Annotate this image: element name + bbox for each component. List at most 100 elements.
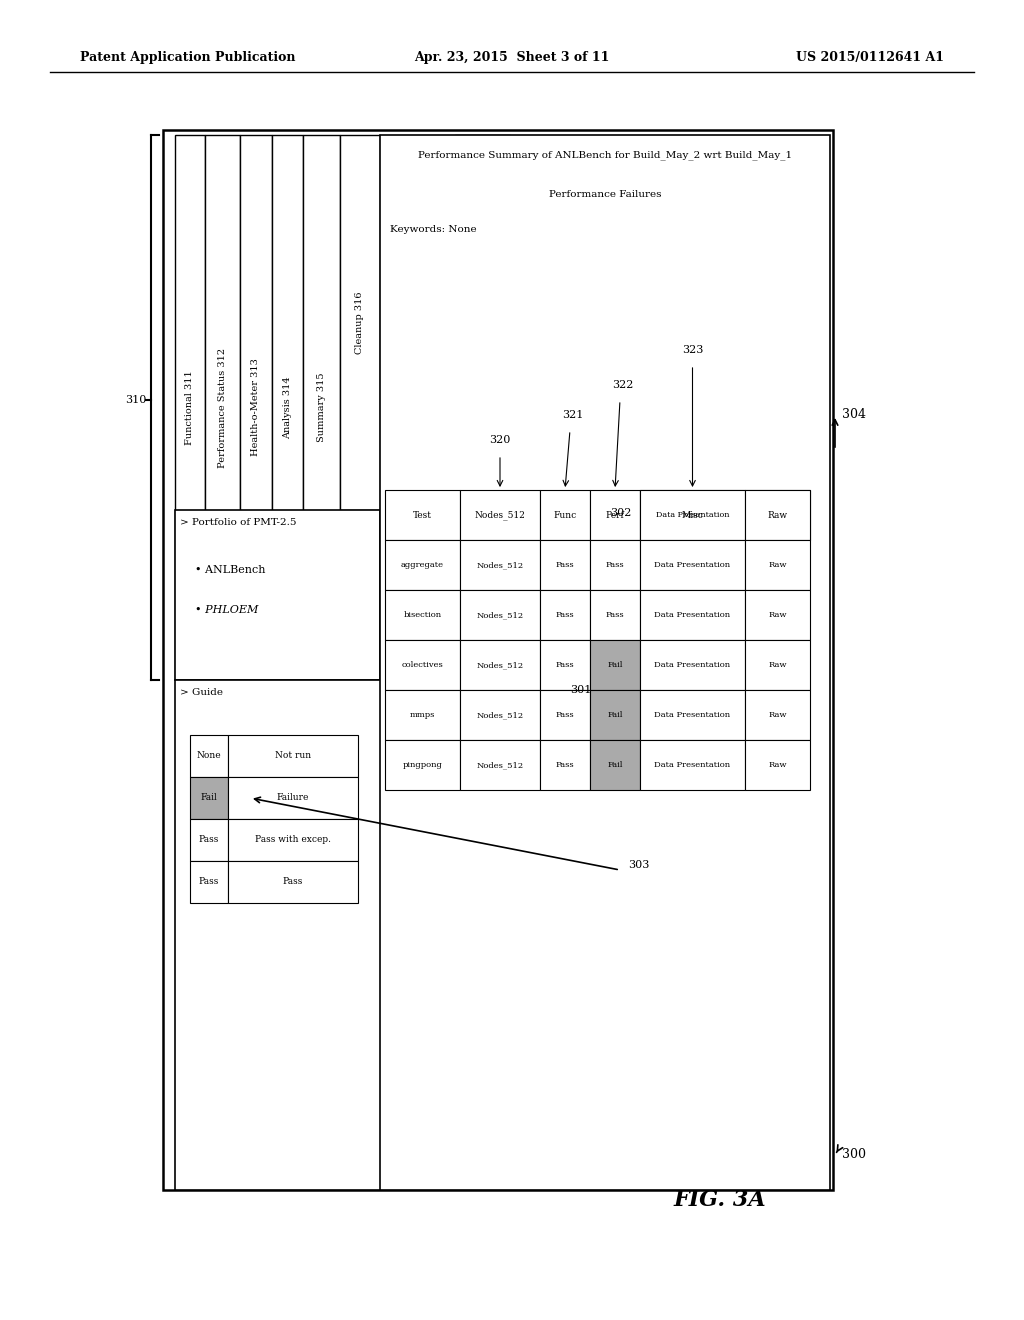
Text: Fail: Fail — [201, 793, 217, 803]
Text: Pass: Pass — [283, 878, 303, 887]
Text: Functional 311: Functional 311 — [185, 370, 195, 445]
Text: Keywords: None: Keywords: None — [390, 224, 476, 234]
Bar — [228, 861, 358, 903]
Bar — [540, 540, 590, 590]
Bar — [460, 640, 540, 690]
Text: 302: 302 — [610, 508, 632, 517]
Bar — [240, 135, 272, 680]
Bar — [228, 777, 358, 818]
Text: Pass: Pass — [556, 762, 574, 770]
Text: Test: Test — [413, 511, 432, 520]
Bar — [228, 818, 358, 861]
Bar — [540, 690, 590, 741]
Text: None: None — [197, 751, 221, 760]
Text: Pass with excep.: Pass with excep. — [255, 836, 331, 845]
Text: Data Presentation: Data Presentation — [655, 511, 729, 519]
Bar — [385, 741, 460, 789]
Text: mmps: mmps — [410, 711, 435, 719]
Text: 322: 322 — [612, 380, 634, 389]
Text: Data Presentation: Data Presentation — [654, 661, 730, 669]
Bar — [590, 640, 640, 690]
Text: • PHLOEM: • PHLOEM — [195, 605, 258, 615]
Bar — [590, 590, 640, 640]
Text: Nodes_512: Nodes_512 — [474, 510, 525, 520]
Bar — [385, 590, 460, 640]
Text: Pass: Pass — [199, 836, 219, 845]
Text: 323: 323 — [682, 345, 703, 355]
Bar — [303, 135, 340, 680]
Text: Nodes_512: Nodes_512 — [476, 611, 523, 619]
Bar — [460, 590, 540, 640]
Bar — [745, 690, 810, 741]
Bar — [745, 490, 810, 540]
Text: Summary 315: Summary 315 — [317, 372, 326, 442]
Bar — [640, 590, 745, 640]
Text: Apr. 23, 2015  Sheet 3 of 11: Apr. 23, 2015 Sheet 3 of 11 — [415, 51, 609, 65]
Text: Health-o-Meter 313: Health-o-Meter 313 — [252, 359, 260, 457]
Bar — [540, 490, 590, 540]
Text: Pass: Pass — [605, 611, 625, 619]
Bar — [385, 640, 460, 690]
Bar — [455, 135, 510, 224]
Text: Misc: Misc — [682, 511, 703, 520]
Bar — [640, 490, 745, 540]
Bar — [590, 741, 640, 789]
Text: Nodes_512: Nodes_512 — [476, 711, 523, 719]
Bar — [175, 680, 565, 1191]
Text: 301: 301 — [570, 685, 592, 696]
Text: Raw: Raw — [768, 611, 786, 619]
Bar — [745, 741, 810, 789]
Bar — [272, 135, 303, 680]
Bar — [640, 741, 745, 789]
Text: 303: 303 — [628, 861, 649, 870]
Bar — [590, 690, 640, 741]
Text: 310: 310 — [125, 395, 146, 405]
Text: Nodes_512: Nodes_512 — [476, 561, 523, 569]
Text: Data Presentation: Data Presentation — [654, 561, 730, 569]
Text: 321: 321 — [562, 411, 584, 420]
Bar — [640, 690, 745, 741]
Bar — [340, 135, 380, 510]
Text: colectives: colectives — [401, 661, 443, 669]
Text: Performance Failures: Performance Failures — [549, 190, 662, 199]
Bar — [640, 640, 745, 690]
Bar — [228, 735, 358, 777]
Text: Analysis 314: Analysis 314 — [283, 376, 292, 438]
Text: Raw: Raw — [768, 762, 786, 770]
Text: Failure: Failure — [276, 793, 309, 803]
Bar — [385, 690, 460, 741]
Bar — [745, 640, 810, 690]
Text: Data Presentation: Data Presentation — [654, 711, 730, 719]
Bar — [190, 777, 228, 818]
Bar — [163, 129, 833, 1191]
Text: Raw: Raw — [768, 711, 786, 719]
Text: Not run: Not run — [274, 751, 311, 760]
Text: FIG. 3A: FIG. 3A — [674, 1189, 766, 1210]
Text: 304: 304 — [842, 408, 866, 421]
Text: Nodes_512: Nodes_512 — [476, 762, 523, 770]
Bar — [540, 741, 590, 789]
Text: Func: Func — [553, 511, 577, 520]
Text: Pass: Pass — [556, 611, 574, 619]
Text: Pass: Pass — [556, 711, 574, 719]
Bar — [205, 135, 240, 680]
Bar — [385, 490, 460, 540]
Bar — [175, 510, 380, 680]
Bar — [540, 640, 590, 690]
Bar — [460, 540, 540, 590]
Bar — [460, 741, 540, 789]
Bar — [460, 690, 540, 741]
Bar — [590, 540, 640, 590]
Text: aggregate: aggregate — [401, 561, 444, 569]
Text: US 2015/0112641 A1: US 2015/0112641 A1 — [796, 51, 944, 65]
Text: 300: 300 — [842, 1148, 866, 1162]
Bar — [745, 490, 810, 540]
Bar — [590, 490, 640, 540]
Text: > Guide: > Guide — [180, 688, 223, 697]
Bar — [380, 135, 830, 1191]
Text: Pass: Pass — [556, 661, 574, 669]
Text: Data Presentation: Data Presentation — [654, 762, 730, 770]
Text: • ANLBench: • ANLBench — [195, 565, 265, 576]
Text: pingpong: pingpong — [402, 762, 442, 770]
Text: Nodes_512: Nodes_512 — [476, 661, 523, 669]
